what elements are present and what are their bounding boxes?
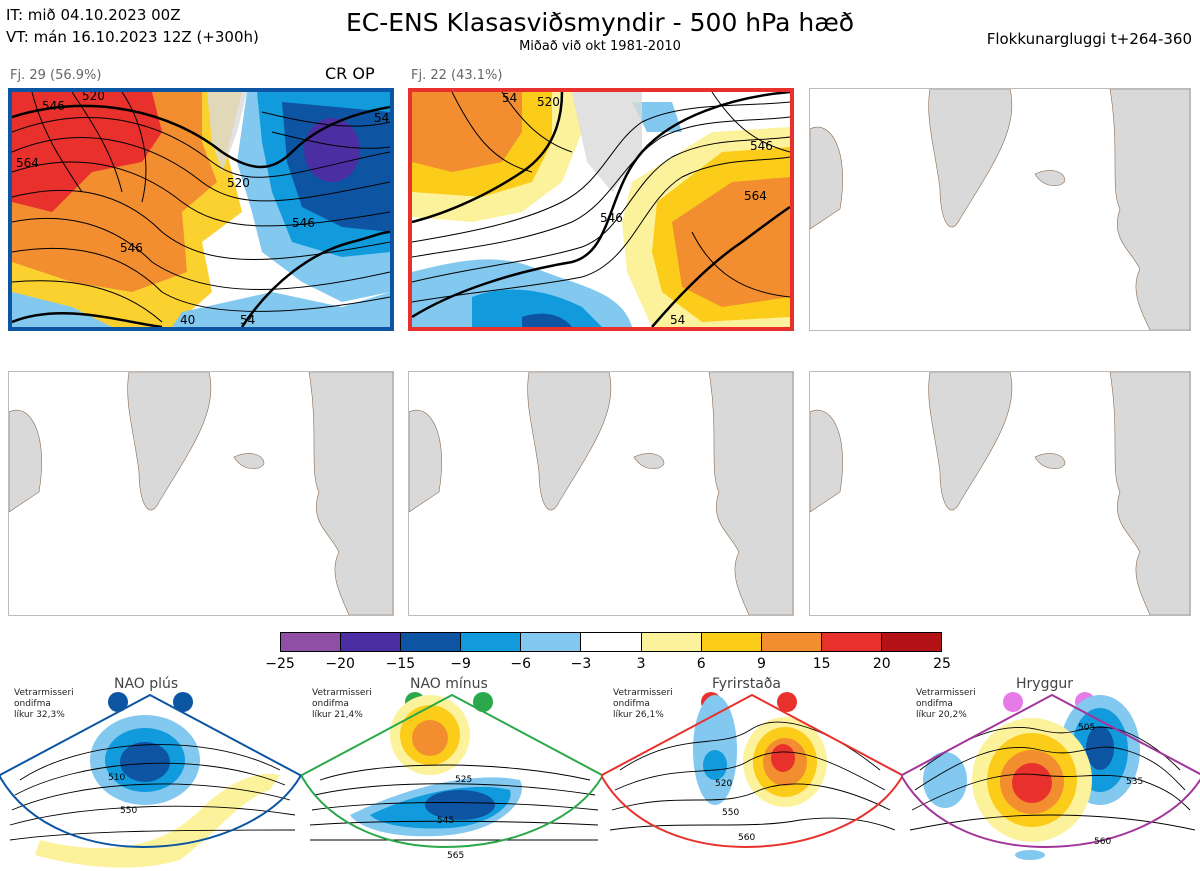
cluster-1-tag: CR OP: [325, 64, 375, 83]
regime-note-line: ondifma: [312, 699, 349, 709]
colorbar-swatch: [641, 633, 702, 651]
regime-note-line: Vetrarmisseri: [613, 688, 673, 698]
regime-2-note: Vetrarmisseri ondifma líkur 21,4%: [312, 688, 372, 721]
colorbar-swatch: [821, 633, 882, 651]
regime-2-dot: [473, 692, 493, 712]
cluster-2-contour-label: 54: [502, 92, 517, 105]
colorbar-tick-label: 3: [636, 656, 646, 672]
colorbar-tick-label: 15: [812, 656, 831, 672]
colorbar: [280, 632, 942, 652]
cluster-1-map: 564 520 546 520 546 546 546 40 54: [8, 88, 394, 331]
cluster-1-contour-label: 520: [227, 176, 250, 190]
page-title: EC-ENS Klasasviðsmyndir - 500 hPa hæð: [345, 8, 855, 37]
cluster-2-contour-label: 546: [750, 139, 773, 153]
window-label: Flokkunargluggi t+264-360: [986, 30, 1192, 48]
regime-3-title: Fyrirstaða: [712, 676, 781, 692]
cluster-2-label: Fj. 22 (43.1%): [411, 68, 503, 83]
regime-note-line: ondifma: [14, 699, 51, 709]
regime-note-line: líkur 21,4%: [312, 710, 363, 720]
colorbar-swatch: [881, 633, 942, 651]
regime-4-label: 505: [1078, 723, 1095, 733]
colorbar-swatch: [701, 633, 762, 651]
regime-4-map: 505 535 560: [901, 693, 1200, 860]
regime-3-label: 560: [738, 833, 755, 843]
colorbar-tick-label: −20: [325, 656, 355, 672]
cluster-2-map: 54 520 546 546 564 54: [408, 88, 794, 331]
cluster-2-contour-label: 54: [670, 313, 685, 327]
regime-4-title: Hryggur: [1016, 676, 1073, 692]
valid-time: VT: mán 16.10.2023 12Z (+300h): [6, 28, 259, 46]
colorbar-swatch: [401, 633, 462, 651]
empty-map-panel: [408, 371, 794, 616]
regime-1-dot: [108, 692, 128, 712]
regime-4-note: Vetrarmisseri ondifma líkur 20,2%: [916, 688, 976, 721]
empty-map-panel: [809, 88, 1191, 331]
colorbar-tick-label: −25: [265, 656, 295, 672]
regime-3-dot: [777, 692, 797, 712]
colorbar-tick-label: −6: [510, 656, 532, 672]
regime-note-line: ondifma: [916, 699, 953, 709]
regime-3-map: 520 550 560: [601, 693, 903, 848]
regime-1-note: Vetrarmisseri ondifma líkur 32,3%: [14, 688, 74, 721]
cluster-1-contour-label: 564: [16, 156, 39, 170]
regime-note-line: Vetrarmisseri: [312, 688, 372, 698]
cluster-1-contour-label: 546: [292, 216, 315, 230]
regime-4-label: 535: [1126, 777, 1143, 787]
empty-map-panel: [809, 371, 1191, 616]
colorbar-ticks: −25 −20 −15 −9 −6 −3 3 6 9 15 20 25: [250, 656, 972, 676]
colorbar-swatch: [341, 633, 402, 651]
regime-4-label: 560: [1094, 837, 1111, 847]
regime-2-label: 545: [437, 816, 454, 826]
regime-3-note: Vetrarmisseri ondifma líkur 26,1%: [613, 688, 673, 721]
regime-note-line: Vetrarmisseri: [14, 688, 74, 698]
regime-note-line: líkur 20,2%: [916, 710, 967, 720]
colorbar-tick-label: 20: [872, 656, 891, 672]
cluster-2-contour-label: 564: [744, 189, 767, 203]
initial-time: IT: mið 04.10.2023 00Z: [6, 6, 181, 24]
colorbar-swatch: [461, 633, 522, 651]
colorbar-tick-label: 6: [696, 656, 706, 672]
cluster-1-contour-label: 546: [120, 241, 143, 255]
colorbar-swatch: [581, 633, 642, 651]
regime-3-label: 520: [715, 779, 732, 789]
colorbar-tick-label: 9: [756, 656, 766, 672]
colorbar-tick-label: −3: [570, 656, 592, 672]
regime-note-line: líkur 32,3%: [14, 710, 65, 720]
regime-1-label: 550: [120, 806, 137, 816]
cluster-1-label: Fj. 29 (56.9%): [10, 68, 102, 83]
regime-maps: 510 550 525 545 565: [0, 692, 1200, 868]
colorbar-swatch: [761, 633, 822, 651]
cluster-2-contour-label: 546: [600, 211, 623, 225]
regime-1-map: 510 550: [0, 693, 301, 868]
regime-4-dot: [1003, 692, 1023, 712]
header-info: IT: mið 04.10.2023 00Z VT: mán 16.10.202…: [6, 4, 259, 48]
regime-2-map: 525 545 565: [301, 693, 603, 861]
page-subtitle: Miðað við okt 1981-2010: [519, 39, 681, 54]
regime-1-dot: [173, 692, 193, 712]
cluster-1-contour-label: 546: [374, 111, 390, 125]
colorbar-tick-label: 25: [933, 656, 951, 672]
colorbar-swatch: [281, 633, 342, 651]
regime-note-line: Vetrarmisseri: [916, 688, 976, 698]
cluster-1-contour-label: 40: [180, 313, 195, 327]
regime-2-label: 525: [455, 775, 472, 785]
cluster-1-contour-label: 54: [240, 313, 255, 327]
regime-1-label: 510: [108, 773, 125, 783]
empty-map-panel: [8, 371, 394, 616]
colorbar-tick-label: −9: [450, 656, 471, 672]
colorbar-swatch: [521, 633, 582, 651]
colorbar-tick-label: −15: [385, 656, 416, 672]
regime-note-line: líkur 26,1%: [613, 710, 664, 720]
regime-1-title: NAO plús: [114, 676, 179, 692]
regime-2-label: 565: [447, 851, 464, 861]
cluster-1-contour-label: 546: [42, 99, 65, 113]
regime-note-line: ondifma: [613, 699, 650, 709]
regime-2-title: NAO mínus: [410, 676, 488, 692]
cluster-2-contour-label: 520: [537, 95, 560, 109]
regime-3-label: 550: [722, 808, 739, 818]
cluster-1-contour-label: 520: [82, 92, 105, 103]
